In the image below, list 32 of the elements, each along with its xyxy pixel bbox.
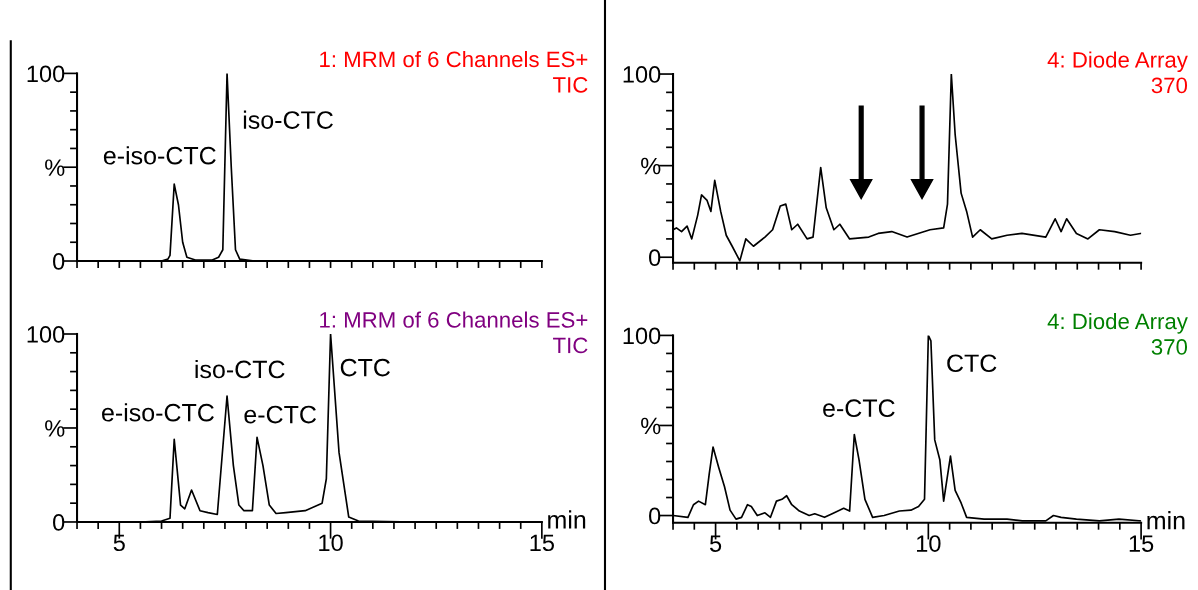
y-tick-label: % [45,420,65,437]
x-tick-label: 10 [319,534,343,552]
y-tick-label: 100 [27,65,65,83]
y-tick-label: 0 [53,514,65,531]
y-tick-label: 0 [649,507,661,525]
annotation: e-CTC [823,399,895,418]
y-tick-label: 0 [53,253,65,270]
chart-title: 4: Diode Array 370 [1047,51,1188,94]
annotation: e-iso-CTC [103,146,216,165]
y-tick-label: 0 [649,249,661,267]
y-tick-label: 100 [623,66,661,83]
annotation: e-iso-CTC [102,403,214,422]
y-tick-label: % [641,157,661,175]
x-tick-label: 10 [917,535,941,552]
chart-title: 1: MRM of 6 Channels ES+ TIC [320,311,588,354]
x-tick-label: 5 [709,535,722,552]
y-tick-label: % [641,417,661,435]
x-axis-title: min [1147,511,1185,530]
annotation: CTC [340,358,390,377]
annotation: iso-CTC [243,110,333,129]
annotation: iso-CTC [195,359,285,379]
annotation: e-CTC [244,405,317,424]
y-tick-label: 100 [27,326,65,343]
x-tick-label: 5 [113,534,125,552]
annotation: CTC [947,354,997,373]
x-tick-label: 15 [1129,535,1154,552]
y-tick-label: 100 [623,327,661,345]
chart-title: 1: MRM of 6 Channels ES+ TIC [320,50,588,93]
y-tick-label: % [45,159,65,176]
chart-title: 4: Diode Array 370 [1047,312,1188,355]
x-tick-label: 15 [530,534,554,552]
x-axis-title: min [548,510,586,529]
